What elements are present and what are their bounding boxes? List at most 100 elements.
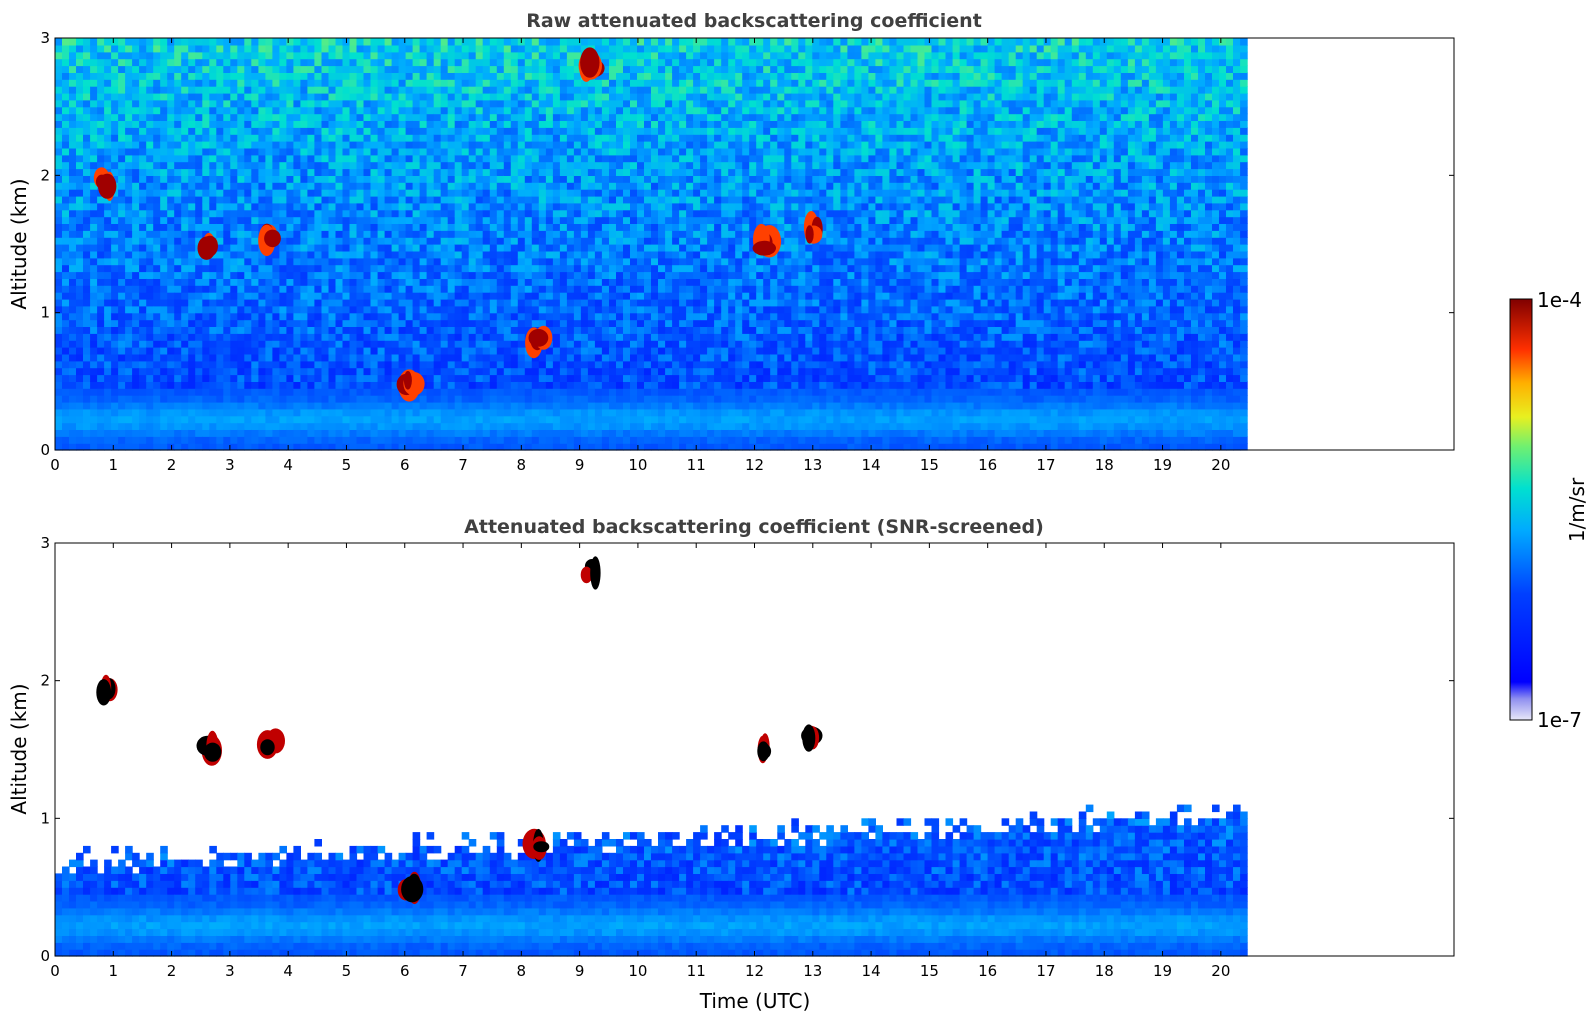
heatmap-cell (433, 408, 442, 417)
heatmap-cell (293, 216, 301, 224)
heatmap-cell (146, 106, 154, 115)
heatmap-cell (370, 374, 379, 382)
heatmap-cell (461, 340, 470, 348)
heatmap-cell (83, 319, 91, 327)
heatmap-cell (454, 44, 463, 53)
heatmap-cell (181, 408, 189, 417)
heatmap-cell (300, 51, 308, 60)
heatmap-cell (314, 51, 322, 60)
heatmap-cell (160, 395, 168, 403)
heatmap-cell (405, 305, 414, 314)
heatmap-cell (153, 244, 161, 252)
heatmap-cell (118, 147, 126, 156)
heatmap-cell (167, 278, 175, 286)
heatmap-cell (538, 429, 547, 437)
heatmap-cell (616, 120, 624, 128)
heatmap-cell (405, 154, 414, 163)
heatmap-cell (244, 285, 252, 293)
heatmap-cell (363, 65, 372, 73)
heatmap-cell (573, 429, 582, 437)
heatmap-cell (552, 175, 561, 183)
heatmap-cell (489, 202, 498, 211)
heatmap-cell (384, 168, 393, 176)
heatmap-cell (482, 147, 491, 156)
heatmap-cell (440, 264, 449, 273)
heatmap-cell (160, 189, 168, 197)
heatmap-cell (524, 305, 533, 314)
heatmap-cell (342, 381, 351, 389)
heatmap-cell (272, 388, 280, 396)
heatmap-cell (286, 374, 294, 382)
heatmap-cell (601, 106, 610, 115)
heatmap-cell (153, 51, 161, 60)
heatmap-cell (223, 141, 231, 149)
heatmap-cell (321, 58, 330, 67)
heatmap-cell (510, 367, 519, 376)
heatmap-cell (637, 347, 645, 355)
heatmap-cell (223, 298, 231, 307)
heatmap-cell (517, 175, 526, 183)
heatmap-cell (524, 202, 533, 211)
heatmap-cell (524, 86, 533, 94)
heatmap-cell (363, 367, 372, 376)
heatmap-cell (335, 257, 344, 266)
heatmap-cell (230, 367, 238, 376)
heatmap-cell (559, 326, 568, 334)
heatmap-cell (216, 120, 224, 128)
heatmap-cell (573, 312, 582, 321)
heatmap-cell (230, 443, 238, 451)
heatmap-cell (363, 44, 372, 53)
heatmap-cell (223, 250, 231, 259)
heatmap-cell (552, 161, 561, 170)
heatmap-cell (384, 189, 393, 197)
heatmap-cell (321, 182, 330, 190)
heatmap-cell (153, 250, 161, 259)
heatmap-cell (118, 388, 126, 396)
heatmap-cell (538, 347, 547, 355)
heatmap-cell (111, 388, 119, 396)
heatmap-cell (609, 195, 617, 204)
heatmap-cell (230, 388, 238, 396)
heatmap-cell (230, 264, 238, 273)
heatmap-cell (69, 388, 77, 396)
heatmap-cell (545, 106, 554, 115)
heatmap-cell (293, 141, 301, 149)
heatmap-cell (90, 312, 98, 321)
heatmap-cell (97, 257, 105, 266)
heatmap-cell (195, 99, 203, 108)
heatmap-cell (76, 319, 84, 327)
heatmap-cell (587, 209, 596, 218)
heatmap-cell (419, 292, 428, 300)
heatmap-cell (216, 237, 224, 245)
heatmap-cell (517, 395, 526, 403)
heatmap-cell (489, 257, 498, 266)
heatmap-cell (391, 292, 400, 300)
heatmap-cell (405, 360, 414, 369)
heatmap-cell (482, 65, 491, 73)
heatmap-cell (503, 161, 512, 170)
heatmap-cell (167, 319, 175, 327)
heatmap-cell (524, 182, 533, 190)
heatmap-cell (97, 72, 105, 80)
heatmap-cell (623, 223, 631, 231)
heatmap-cell (405, 340, 414, 348)
heatmap-cell (55, 168, 63, 176)
heatmap-cell (139, 298, 147, 307)
heatmap-cell (216, 195, 224, 204)
heatmap-cell (609, 230, 617, 238)
heatmap-cell (293, 436, 301, 444)
heatmap-cell (125, 38, 133, 46)
heatmap-cell (356, 195, 365, 204)
heatmap-cell (538, 298, 547, 307)
heatmap-cell (265, 92, 273, 101)
heatmap-cell (580, 264, 589, 273)
heatmap-cell (125, 189, 133, 197)
heatmap-cell (230, 257, 238, 266)
heatmap-cell (587, 395, 596, 403)
heatmap-cell (391, 120, 400, 128)
heatmap-cell (335, 86, 344, 94)
heatmap-cell (623, 44, 631, 53)
heatmap-cell (552, 395, 561, 403)
heatmap-cell (69, 367, 77, 376)
heatmap-cell (230, 209, 238, 218)
